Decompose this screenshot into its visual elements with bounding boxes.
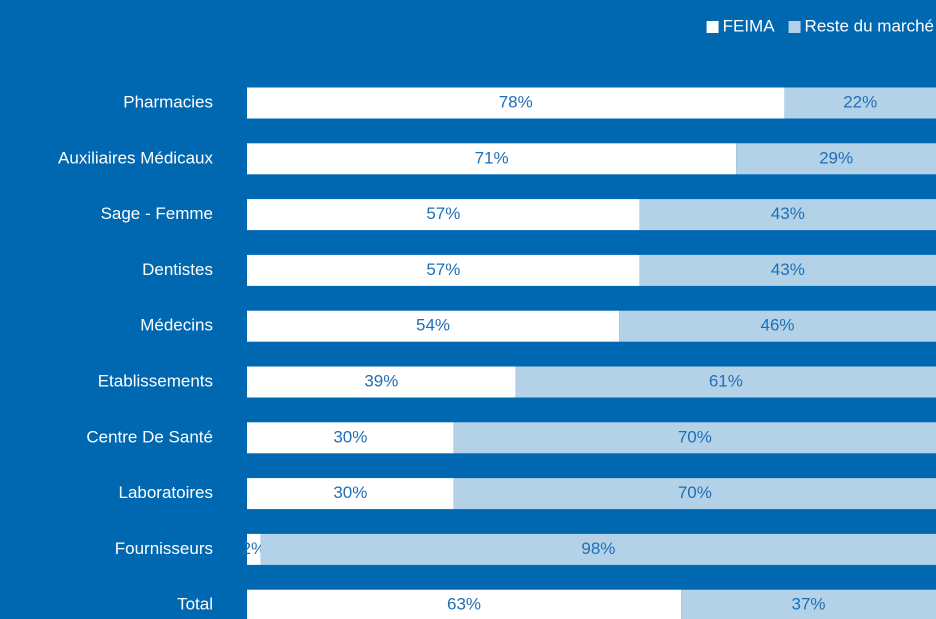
- data-label: 43%: [771, 260, 805, 279]
- y-tick-label: Sage - Femme: [101, 204, 213, 223]
- data-label: 57%: [426, 204, 460, 223]
- bar-segment: [247, 310, 620, 342]
- data-label: 2%: [242, 539, 267, 558]
- bar-segment: [453, 422, 936, 454]
- y-tick-label: Centre De Santé: [86, 427, 213, 446]
- y-tick-label: Auxiliaires Médicaux: [58, 148, 213, 167]
- data-label: 43%: [771, 204, 805, 223]
- bar-segment: [247, 478, 454, 510]
- bar-segment: [247, 366, 516, 398]
- data-label: 78%: [499, 92, 533, 111]
- bar-segment: [784, 87, 936, 119]
- data-label: 30%: [333, 427, 367, 446]
- data-label: 63%: [447, 595, 481, 614]
- bar-segment: [247, 533, 261, 565]
- y-tick-label: Médecins: [140, 316, 213, 335]
- bar-segment: [247, 422, 454, 454]
- bar-segment: [515, 366, 936, 398]
- y-tick-label: Dentistes: [142, 260, 213, 279]
- bar-segment: [247, 254, 640, 286]
- data-label: 71%: [475, 148, 509, 167]
- bar-segment: [681, 589, 936, 619]
- y-tick-label: Total: [177, 595, 213, 614]
- data-label: 54%: [416, 316, 450, 335]
- bar-segment: [453, 478, 936, 510]
- y-tick-label: Fournisseurs: [115, 539, 213, 558]
- bar-segment: [247, 589, 682, 619]
- data-label: 22%: [843, 92, 877, 111]
- y-tick-label: Etablissements: [98, 371, 213, 390]
- bar-segment: [247, 199, 640, 231]
- data-label: 29%: [819, 148, 853, 167]
- data-label: 98%: [581, 539, 615, 558]
- bar-segment: [639, 254, 936, 286]
- bar-segment: [619, 310, 936, 342]
- legend-swatch: [788, 21, 801, 33]
- bar-segment: [260, 533, 936, 565]
- data-label: 30%: [333, 483, 367, 502]
- bar-segment: [639, 199, 936, 231]
- data-label: 37%: [792, 595, 826, 614]
- data-label: 61%: [709, 371, 743, 390]
- data-label: 57%: [426, 260, 460, 279]
- data-label: 39%: [364, 371, 398, 390]
- bar-segment: [247, 87, 785, 119]
- data-label: 46%: [761, 316, 795, 335]
- data-label: 70%: [678, 483, 712, 502]
- data-label: 70%: [678, 427, 712, 446]
- legend-swatch: [706, 21, 719, 33]
- legend-label: Reste du marché: [805, 16, 934, 35]
- y-tick-label: Pharmacies: [123, 92, 213, 111]
- y-tick-label: Laboratoires: [118, 483, 213, 502]
- bar-segment: [736, 143, 936, 175]
- bar-segment: [247, 143, 737, 175]
- legend-label: FEIMA: [723, 16, 776, 35]
